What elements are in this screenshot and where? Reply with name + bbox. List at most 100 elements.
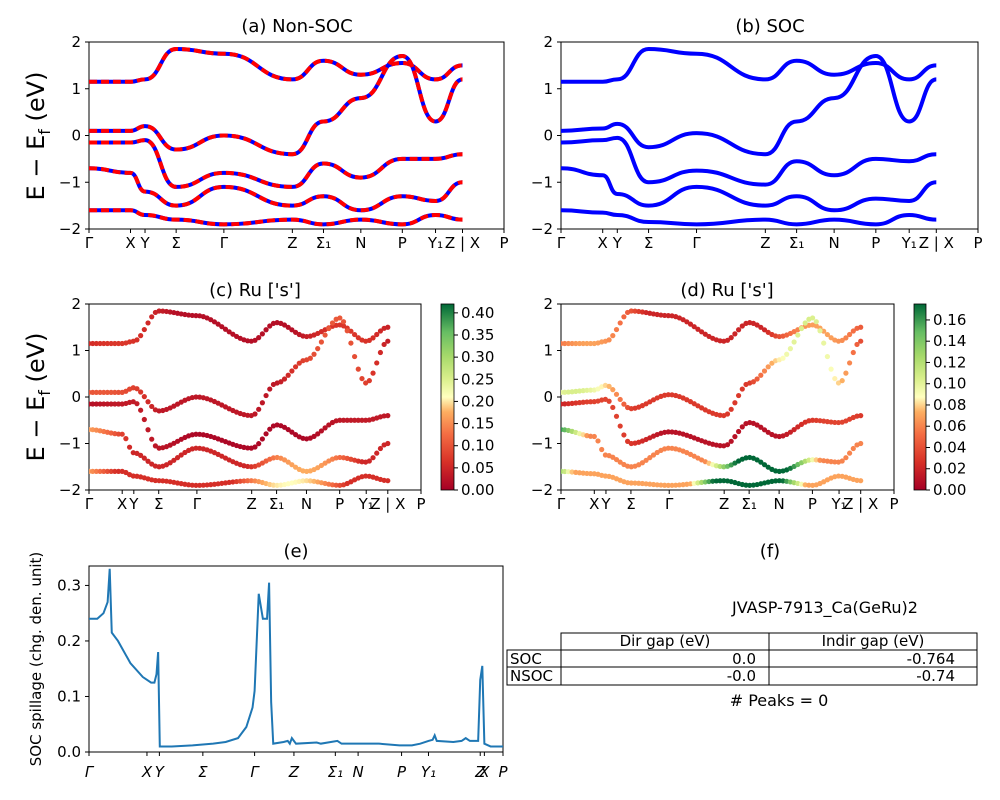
- xtick-label: Σ₁: [269, 495, 285, 513]
- band-point: [724, 411, 731, 417]
- band-point: [588, 340, 594, 347]
- band-point: [732, 331, 738, 337]
- colorbar-tick-label: 0.12: [933, 353, 966, 371]
- header-dir-gap: Dir gap (eV): [620, 632, 711, 650]
- band-point: [795, 424, 801, 430]
- band-point: [873, 0, 878, 3]
- band-point: [847, 331, 853, 338]
- band-point: [847, 360, 853, 366]
- band-point: [862, 0, 867, 3]
- band-point: [237, 478, 243, 484]
- band-point: [138, 389, 144, 395]
- band-point: [673, 482, 679, 488]
- band-point: [344, 417, 350, 423]
- band-point: [843, 335, 849, 341]
- band-point: [366, 337, 372, 344]
- band-point: [322, 425, 328, 431]
- band-point: [393, 0, 398, 3]
- band-point: [267, 323, 273, 329]
- band-point: [115, 401, 122, 407]
- band-point: [138, 407, 144, 413]
- band-point: [97, 401, 103, 407]
- xtick-label: Γ: [220, 234, 229, 252]
- row-label-soc: SOC: [510, 650, 542, 668]
- cell-soc-indir: -0.764: [907, 650, 955, 668]
- band-point: [411, 0, 416, 3]
- band-point: [418, 0, 423, 3]
- band-point: [370, 335, 376, 341]
- band-point: [662, 482, 668, 488]
- band-point: [839, 337, 845, 344]
- panel-e-title: (e): [283, 541, 308, 562]
- band-point: [352, 417, 358, 423]
- band-point: [832, 375, 838, 382]
- panel-b-soc: (b) SOC 2 1 0 −1 −2 Γ X Y Σ Γ Z Σ₁ N P Y₁ Z | X P: [531, 16, 983, 252]
- band-point: [407, 0, 412, 3]
- band-line-overlay: [89, 208, 463, 227]
- band-point: [798, 325, 805, 332]
- band-point: [584, 399, 590, 405]
- band-point: [385, 440, 391, 447]
- panel-f-info: (f) JVASP-7913_Ca(GeRu)2 Dir gap (eV) In…: [506, 541, 978, 710]
- band-point: [97, 340, 103, 347]
- band-point: [747, 482, 753, 488]
- band-point: [869, 0, 874, 3]
- xtick-label: Z: [719, 495, 729, 513]
- band-point: [292, 364, 299, 370]
- band-point: [415, 0, 420, 3]
- band-point: [333, 482, 339, 488]
- band-point: [613, 456, 620, 463]
- band-point: [363, 473, 369, 479]
- band-point: [824, 331, 831, 338]
- band-point: [817, 328, 823, 334]
- band-line: [561, 208, 937, 227]
- xtick-label: Z: [760, 234, 770, 252]
- panel-d-points: [561, 0, 896, 488]
- band-point: [101, 340, 107, 347]
- band-point: [784, 351, 790, 357]
- band-point: [344, 328, 350, 334]
- xtick-label: Y₁: [901, 234, 917, 252]
- xtick-label: N: [301, 495, 312, 513]
- band-point: [728, 438, 734, 444]
- band-point: [636, 480, 642, 486]
- band-point: [873, 0, 878, 3]
- ytick-label: −1: [531, 173, 553, 191]
- xtick-label: P: [889, 495, 898, 513]
- band-point: [289, 368, 295, 374]
- band-point: [665, 313, 671, 319]
- band-point: [662, 312, 668, 319]
- band-point: [580, 340, 586, 347]
- band-point: [115, 431, 122, 437]
- band-point: [761, 427, 768, 433]
- band-point: [393, 0, 398, 3]
- band-point: [393, 0, 398, 3]
- band-point: [149, 403, 155, 410]
- panel-d-xticks: Γ X Y Σ Γ Z Σ₁ N P Y₁Z | X P: [557, 490, 899, 513]
- band-point: [418, 0, 423, 3]
- band-line: [561, 54, 937, 157]
- band-point: [888, 0, 893, 3]
- band-point: [891, 0, 896, 3]
- band-point: [389, 0, 394, 3]
- band-point: [866, 0, 871, 3]
- band-point: [873, 0, 878, 3]
- band-point: [765, 364, 771, 370]
- band-point: [415, 0, 420, 3]
- xtick-label: Y₁: [358, 495, 374, 513]
- band-point: [381, 341, 387, 348]
- band-point: [884, 0, 889, 3]
- band-line: [89, 208, 463, 227]
- band-point: [385, 478, 391, 484]
- band-point: [189, 482, 195, 488]
- xtick-label: X: [117, 495, 127, 513]
- band-point: [591, 433, 597, 440]
- band-point: [404, 0, 409, 3]
- band-point: [862, 0, 867, 3]
- band-point: [348, 417, 354, 423]
- band-point: [773, 478, 779, 484]
- band-point: [617, 320, 623, 326]
- band-point: [415, 0, 420, 3]
- band-point: [193, 445, 199, 451]
- colorbar-tick-label: 0.25: [461, 370, 494, 388]
